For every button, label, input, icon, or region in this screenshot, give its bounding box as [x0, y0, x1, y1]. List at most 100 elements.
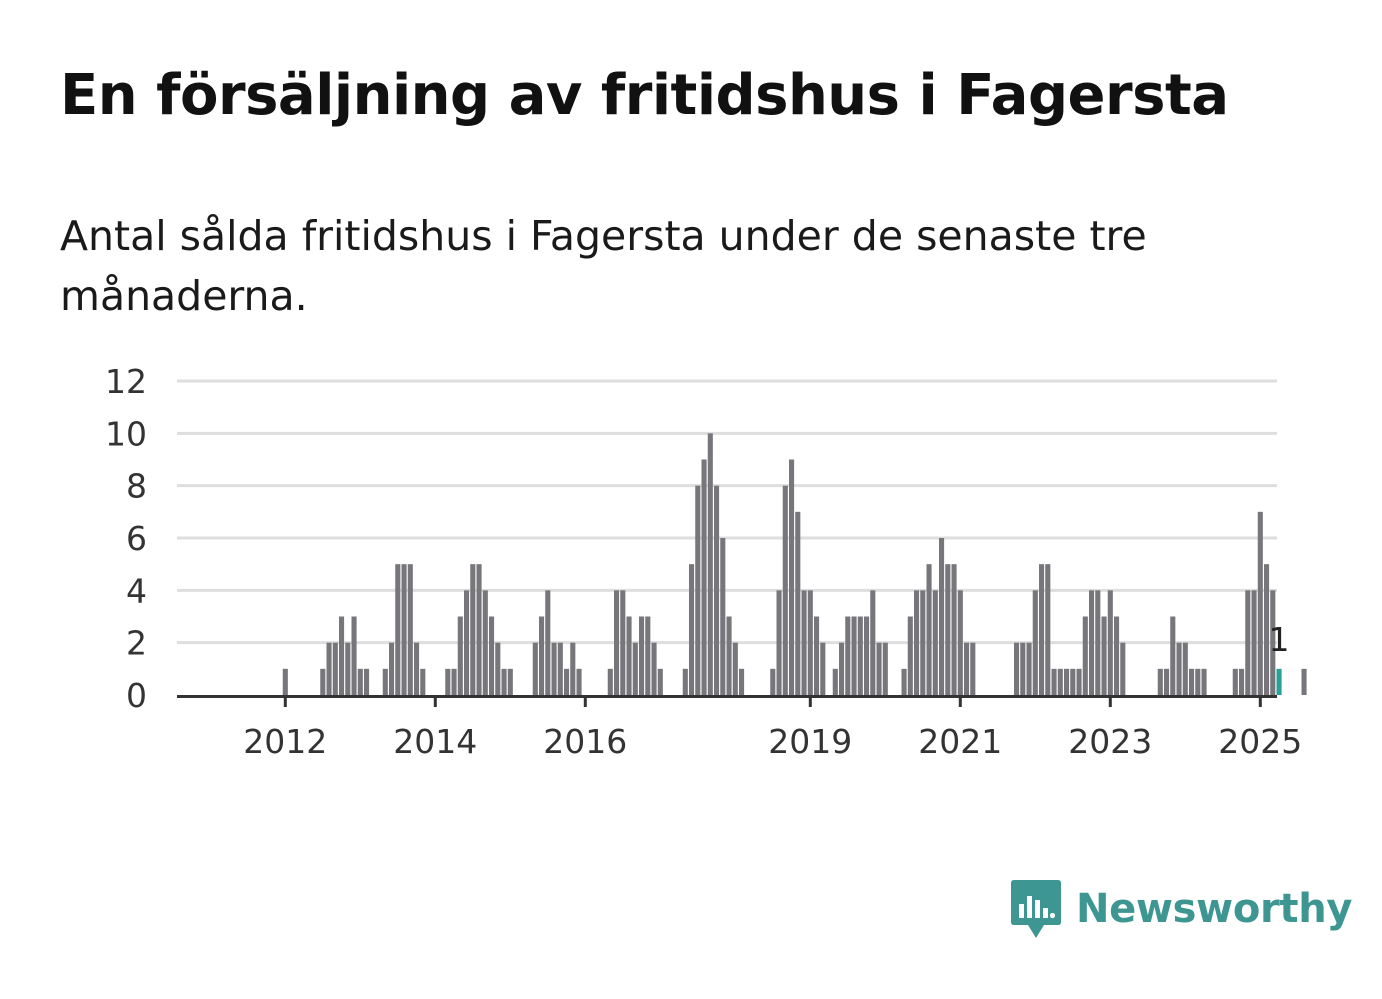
bar	[614, 590, 620, 695]
x-tick-label: 2012	[243, 722, 327, 761]
bar	[401, 564, 407, 695]
bar	[445, 668, 451, 695]
bar	[807, 590, 813, 695]
bar	[851, 616, 857, 695]
bar	[1301, 668, 1307, 695]
bar	[639, 616, 645, 695]
bar-chart: 0 2 4 6 8 10 12 2012 2014 2016 2019 2021 2023 2025 1	[105, 362, 1307, 761]
bar	[870, 590, 876, 695]
bar	[1201, 668, 1207, 695]
bar	[914, 590, 920, 695]
bar	[1014, 642, 1020, 695]
bar	[726, 616, 732, 695]
bar	[501, 668, 507, 695]
bar	[414, 642, 420, 695]
bar	[357, 668, 363, 695]
x-tick-label: 2025	[1218, 722, 1302, 761]
x-tick-label: 2023	[1068, 722, 1152, 761]
bar	[1107, 590, 1113, 695]
bar	[626, 616, 632, 695]
bar	[507, 668, 513, 695]
logo-text: Newsworthy	[1076, 886, 1353, 932]
bar	[1157, 668, 1163, 695]
bar	[1257, 511, 1263, 695]
bar	[345, 642, 351, 695]
bar	[1251, 590, 1257, 695]
bar	[839, 642, 845, 695]
bar	[482, 590, 488, 695]
bar	[651, 642, 657, 695]
bar	[351, 616, 357, 695]
bar	[539, 616, 545, 695]
bar	[395, 564, 401, 695]
bar	[545, 590, 551, 695]
bar	[532, 642, 538, 695]
newsworthy-bar-chart-icon	[1011, 880, 1061, 938]
bar	[364, 668, 370, 695]
bar	[964, 642, 970, 695]
bar	[470, 564, 476, 695]
bar	[1189, 668, 1195, 695]
bar	[1245, 590, 1251, 695]
bar	[782, 485, 788, 695]
bar	[882, 642, 888, 695]
y-tick-label: 10	[105, 414, 147, 453]
bar	[1176, 642, 1182, 695]
chart-subtitle: Antal sålda fritidshus i Fagersta under …	[60, 212, 1147, 320]
chart-title: En försäljning av fritidshus i Fagersta	[60, 63, 1229, 128]
bar	[832, 668, 838, 695]
x-tick-label: 2016	[543, 722, 627, 761]
bar	[857, 616, 863, 695]
bar	[557, 642, 563, 695]
bar	[1195, 668, 1201, 695]
bar	[1051, 668, 1057, 695]
bar	[320, 668, 326, 695]
bar	[901, 668, 907, 695]
bar	[1182, 642, 1188, 695]
bar	[864, 616, 870, 695]
x-tick-label: 2014	[393, 722, 477, 761]
bar	[970, 642, 976, 695]
y-tick-label: 6	[126, 519, 147, 558]
bar	[814, 616, 820, 695]
bar	[1120, 642, 1126, 695]
bar	[1264, 564, 1270, 695]
x-axis: 2012 2014 2016 2019 2021 2023 2025	[243, 695, 1302, 761]
y-tick-label: 0	[126, 676, 147, 715]
x-tick-label: 2021	[918, 722, 1002, 761]
bar	[1239, 668, 1245, 695]
bar	[820, 642, 826, 695]
bar	[795, 511, 801, 695]
bar	[1082, 616, 1088, 695]
bar	[1070, 668, 1076, 695]
bar	[420, 668, 426, 695]
bar	[845, 616, 851, 695]
bar	[1045, 564, 1051, 695]
bar	[1089, 590, 1095, 695]
bar	[1095, 590, 1101, 695]
bar	[732, 642, 738, 695]
bar	[451, 668, 457, 695]
bar	[1170, 616, 1176, 695]
bar	[389, 642, 395, 695]
bar	[1164, 668, 1170, 695]
newsworthy-logo: Newsworthy	[1010, 878, 1353, 940]
y-tick-label: 2	[126, 624, 147, 663]
bar	[776, 590, 782, 695]
bar	[495, 642, 501, 695]
bar	[282, 668, 288, 695]
bar	[620, 590, 626, 695]
bar	[1032, 590, 1038, 695]
bar	[1270, 590, 1276, 695]
highlight-value-label: 1	[1269, 620, 1290, 659]
bar	[339, 616, 345, 695]
bar	[707, 433, 713, 695]
bar	[564, 668, 570, 695]
bar	[682, 668, 688, 695]
bar	[714, 485, 720, 695]
bar	[701, 459, 707, 695]
bar	[801, 590, 807, 695]
bar	[695, 485, 701, 695]
bar	[1101, 616, 1107, 695]
bar	[789, 459, 795, 695]
